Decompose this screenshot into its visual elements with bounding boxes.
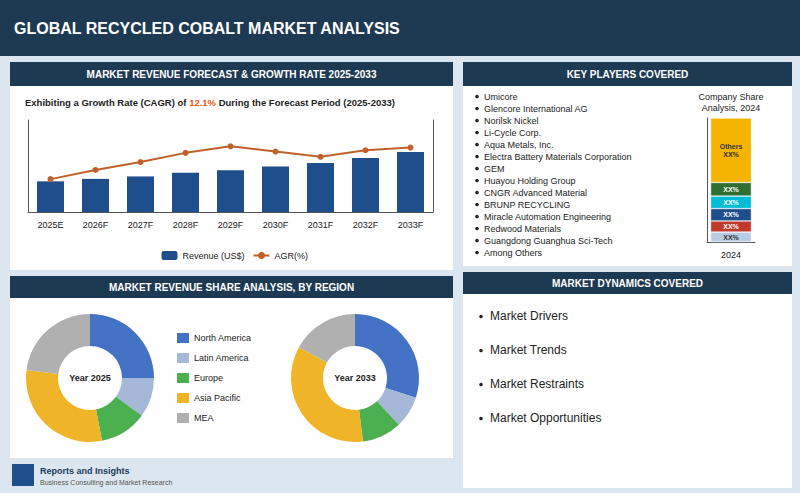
svg-text:Market Drivers: Market Drivers [490, 309, 568, 323]
svg-text:XX%: XX% [723, 234, 739, 241]
svg-text:AGR(%): AGR(%) [275, 251, 309, 261]
svg-text:Redwood Materials: Redwood Materials [484, 224, 562, 234]
svg-text:2026F: 2026F [83, 220, 109, 230]
svg-text:MEA: MEA [194, 413, 214, 423]
svg-text:XX%: XX% [723, 151, 739, 158]
svg-text:Huayou Holding Group: Huayou Holding Group [484, 176, 576, 186]
svg-text:2025E: 2025E [37, 220, 63, 230]
svg-text:Among Others: Among Others [484, 248, 543, 258]
svg-text:2032F: 2032F [353, 220, 379, 230]
svg-text:2024: 2024 [721, 250, 741, 260]
svg-text:Asia Pacific: Asia Pacific [194, 393, 241, 403]
svg-text:Aqua Metals, Inc.: Aqua Metals, Inc. [484, 140, 554, 150]
svg-text:2030F: 2030F [263, 220, 289, 230]
svg-text:2028F: 2028F [173, 220, 199, 230]
svg-text:Li-Cycle Corp.: Li-Cycle Corp. [484, 128, 541, 138]
svg-text:Market Trends: Market Trends [490, 343, 567, 357]
svg-text:Guangdong Guanghua Sci-Tech: Guangdong Guanghua Sci-Tech [484, 236, 613, 246]
svg-text:Exhibiting a Growth Rate (CAGR: Exhibiting a Growth Rate (CAGR) of [25, 97, 189, 108]
svg-text:Market Restraints: Market Restraints [490, 377, 584, 391]
svg-text:Company Share: Company Share [698, 92, 763, 102]
svg-text:2029F: 2029F [218, 220, 244, 230]
svg-text:2033F: 2033F [398, 220, 424, 230]
svg-text:During the Forecast Period (20: During the Forecast Period (2025-2033) [216, 97, 395, 108]
svg-text:MARKET REVENUE FORECAST & GROW: MARKET REVENUE FORECAST & GROWTH RATE 20… [87, 69, 377, 80]
svg-text:Europe: Europe [194, 373, 223, 383]
svg-text:Revenue (US$): Revenue (US$) [183, 251, 245, 261]
svg-text:Analysis, 2024: Analysis, 2024 [702, 103, 761, 113]
svg-text:Glencore International AG: Glencore International AG [484, 104, 588, 114]
svg-text:Electra Battery Materials Corp: Electra Battery Materials Corporation [484, 152, 632, 162]
svg-text:Market Opportunities: Market Opportunities [490, 411, 601, 425]
svg-text:Latin America: Latin America [194, 353, 249, 363]
svg-text:BRUNP RECYCLING: BRUNP RECYCLING [484, 200, 570, 210]
svg-text:Year 2033: Year 2033 [334, 373, 376, 383]
svg-text:Miracle Automation Engineering: Miracle Automation Engineering [484, 212, 611, 222]
svg-text:2031F: 2031F [308, 220, 334, 230]
svg-text:XX%: XX% [723, 211, 739, 218]
svg-text:GLOBAL RECYCLED COBALT MARKET: GLOBAL RECYCLED COBALT MARKET ANALYSIS [14, 20, 400, 37]
svg-text:CNGR Advanced Material: CNGR Advanced Material [484, 188, 587, 198]
svg-text:Others: Others [720, 143, 743, 150]
svg-text:MARKET REVENUE SHARE ANALYSIS,: MARKET REVENUE SHARE ANALYSIS, BY REGION [109, 282, 354, 293]
svg-text:North America: North America [194, 333, 251, 343]
svg-text:XX%: XX% [723, 199, 739, 206]
svg-text:12.1%: 12.1% [189, 97, 216, 108]
svg-text:KEY PLAYERS COVERED: KEY PLAYERS COVERED [567, 69, 689, 80]
svg-text:GEM: GEM [484, 164, 505, 174]
svg-text:Business Consulting and Market: Business Consulting and Market Research [40, 479, 172, 487]
svg-text:Year 2025: Year 2025 [69, 373, 111, 383]
svg-text:XX%: XX% [723, 223, 739, 230]
svg-text:Reports and Insights: Reports and Insights [40, 466, 130, 476]
svg-text:XX%: XX% [723, 186, 739, 193]
svg-text:Norilsk Nickel: Norilsk Nickel [484, 116, 539, 126]
svg-text:MARKET DYNAMICS COVERED: MARKET DYNAMICS COVERED [552, 278, 703, 289]
svg-text:2027F: 2027F [128, 220, 154, 230]
svg-text:Umicore: Umicore [484, 92, 518, 102]
